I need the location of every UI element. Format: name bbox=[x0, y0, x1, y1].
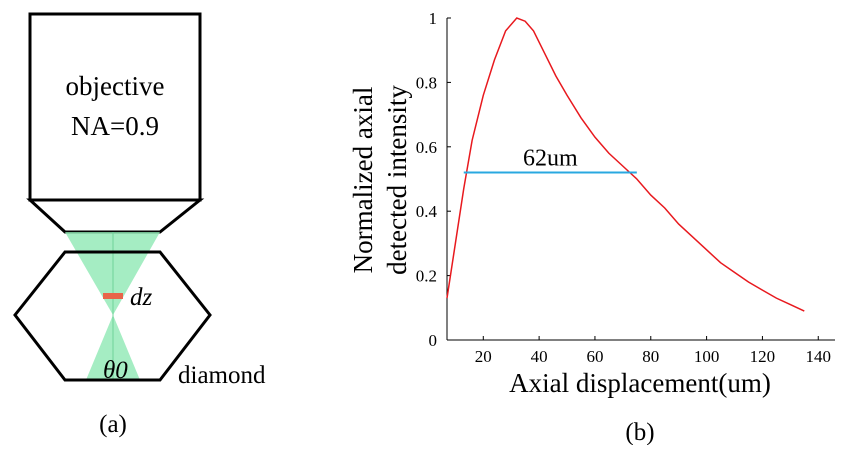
y-axis-label: Normalized axial bbox=[348, 87, 378, 274]
diamond-shape bbox=[13, 250, 212, 382]
y-axis-label: detected intensity bbox=[382, 85, 412, 275]
x-tick-label: 60 bbox=[586, 347, 603, 366]
x-tick-label: 20 bbox=[475, 347, 492, 366]
intensity-line bbox=[446, 17, 805, 312]
y-tick-label: 0.4 bbox=[416, 202, 438, 221]
y-tick-label: 0.6 bbox=[416, 138, 437, 157]
objective-label: objective bbox=[66, 71, 165, 101]
y-tick-label: 1 bbox=[429, 9, 438, 28]
x-tick-label: 80 bbox=[642, 347, 659, 366]
panel-label: (a) bbox=[99, 411, 127, 438]
y-tick-label: 0 bbox=[429, 331, 438, 350]
objective-body bbox=[28, 12, 202, 202]
panel-label: (b) bbox=[625, 419, 654, 445]
y-tick-label: 0.8 bbox=[416, 73, 437, 92]
diamond-label: diamond bbox=[178, 362, 266, 389]
objective-tip bbox=[26, 198, 205, 234]
x-axis-label: Axial displacement(um) bbox=[509, 368, 771, 398]
x-tick-label: 120 bbox=[750, 347, 776, 366]
theta-label: θ0 bbox=[103, 357, 128, 384]
x-tick-label: 140 bbox=[806, 347, 832, 366]
focal-slice bbox=[103, 293, 123, 299]
fwhm-label: 62um bbox=[523, 146, 578, 172]
dz-label: dz bbox=[130, 284, 153, 311]
na-label: NA=0.9 bbox=[71, 111, 159, 141]
y-tick-label: 0.2 bbox=[416, 267, 437, 286]
diagram bbox=[13, 12, 212, 382]
x-tick-label: 40 bbox=[531, 347, 548, 366]
x-tick-label: 100 bbox=[694, 347, 720, 366]
